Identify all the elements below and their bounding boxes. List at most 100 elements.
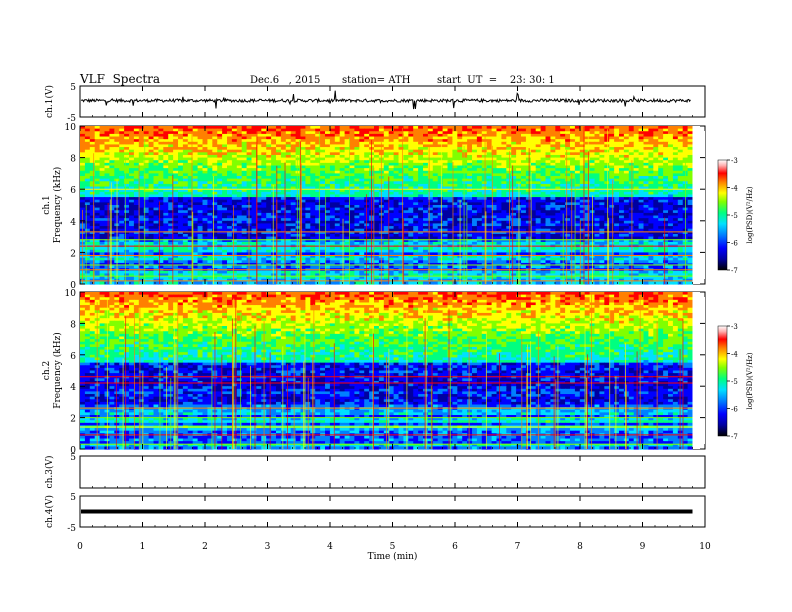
spectrogram-cell xyxy=(261,133,267,138)
spectrogram-cell xyxy=(506,152,512,156)
spectrogram-cell xyxy=(668,126,674,130)
spectrogram-cell xyxy=(178,186,184,190)
spectrogram-cell xyxy=(687,165,694,169)
spectrogram-cell xyxy=(285,147,292,151)
spectrogram-cell xyxy=(251,152,257,156)
spectrogram-cell xyxy=(555,128,561,132)
spectrogram-cell xyxy=(378,126,385,130)
spectrogram-cell xyxy=(432,170,439,174)
spectrogram-cell xyxy=(344,178,351,182)
spectrogram-cell xyxy=(506,131,512,135)
spectrogram-cell xyxy=(383,133,390,138)
spectrogram-cell xyxy=(114,133,120,138)
spectrogram-cell xyxy=(614,165,620,169)
spectrogram-cell xyxy=(84,154,91,159)
spectrogram-cell xyxy=(378,131,385,135)
spectrogram-cell xyxy=(329,165,336,169)
spectrogram-cell xyxy=(168,136,174,140)
spectrogram-cell xyxy=(584,170,591,174)
spectrogram-cell xyxy=(643,176,649,180)
spectrogram-cell xyxy=(280,165,287,169)
spectrogram-cell xyxy=(530,160,537,164)
spectrogram-cell xyxy=(271,152,277,156)
spectrogram-cell xyxy=(246,126,253,130)
spectrogram-cell xyxy=(241,157,248,161)
spectrogram-cell xyxy=(423,144,429,148)
spectrogram-cell xyxy=(506,126,512,130)
spectrogram-cell xyxy=(472,186,478,190)
spectrogram-cell xyxy=(677,157,684,161)
spectrogram-cell xyxy=(677,126,684,130)
spectrogram-cell xyxy=(408,139,414,143)
spectrogram-cell xyxy=(521,152,527,156)
spectrogram-cell xyxy=(677,170,684,174)
spectrogram-cell xyxy=(300,147,306,151)
spectrogram-cell xyxy=(119,154,125,159)
spectrogram-cell xyxy=(486,131,493,135)
spectrogram-cell xyxy=(437,128,444,132)
spectrogram-cell xyxy=(467,186,473,190)
spectrogram-cell xyxy=(604,131,610,135)
spectrogram-cell xyxy=(432,157,439,161)
spectrogram-cell xyxy=(496,173,502,177)
spectrogram-cell xyxy=(143,133,150,138)
spectrogram-cell xyxy=(579,144,586,148)
spectrogram-cell xyxy=(540,176,547,180)
spectrogram-cell xyxy=(251,178,257,182)
spectrogram-cell xyxy=(364,162,370,167)
spectrogram-cell xyxy=(653,168,659,172)
spectrogram-cell xyxy=(158,147,164,151)
spectrogram-cell xyxy=(202,170,208,174)
spectrogram-cell xyxy=(212,152,218,156)
spectrogram-cell xyxy=(295,186,302,190)
spectrogram-cell xyxy=(359,170,365,174)
spectrogram-cell xyxy=(276,139,282,143)
spectrogram-cell xyxy=(437,189,444,193)
spectrogram-cell xyxy=(633,128,640,132)
spectrogram-cell xyxy=(383,176,390,180)
spectrogram-cell xyxy=(124,144,130,148)
spectrogram-cell xyxy=(525,160,532,164)
spectrogram-cell xyxy=(271,136,277,140)
spectrogram-cell xyxy=(393,144,400,148)
spectrogram-cell xyxy=(432,178,439,182)
spectrogram-cell xyxy=(565,165,571,169)
spectrogram-cell xyxy=(501,178,507,182)
spectrogram-cell xyxy=(99,154,106,159)
spectrogram-cell xyxy=(369,133,375,138)
spectrogram-cell xyxy=(320,186,326,190)
spectrogram-cell xyxy=(476,133,483,138)
spectrogram-cell xyxy=(594,162,600,167)
spectrogram-cell xyxy=(305,157,311,161)
spectrogram-cell xyxy=(614,170,620,174)
spectrogram-cell xyxy=(403,154,409,159)
spectrogram-cell xyxy=(334,168,341,172)
spectrogram-cell xyxy=(236,178,243,182)
spectrogram-cell xyxy=(648,186,654,190)
spectrogram-cell xyxy=(579,136,586,140)
spectrogram-cell xyxy=(653,147,659,151)
spectrogram-cell xyxy=(506,149,512,153)
spectrogram-cell xyxy=(408,186,414,190)
spectrogram-cell xyxy=(129,170,135,174)
spectrogram-cell xyxy=(525,144,532,148)
spectrogram-cell xyxy=(638,162,645,167)
spectrogram-cell xyxy=(315,141,321,146)
spectrogram-cell xyxy=(393,186,400,190)
spectrogram-cell xyxy=(173,152,179,156)
spectrogram-cell xyxy=(418,170,424,174)
spectrogram-cell xyxy=(104,149,110,153)
spectrogram-cell xyxy=(148,133,155,138)
spectrogram-cell xyxy=(80,178,86,182)
spectrogram-cell xyxy=(476,141,483,146)
spectrogram-cell xyxy=(427,189,434,193)
spectrogram-cell xyxy=(623,133,630,138)
spectrogram-cell xyxy=(305,128,311,132)
spectrogram-cell xyxy=(276,152,282,156)
spectrogram-cell xyxy=(94,170,101,174)
spectrogram-cell xyxy=(266,162,272,167)
spectrogram-cell xyxy=(138,126,145,130)
spectrogram-cell xyxy=(300,152,306,156)
spectrogram-cell xyxy=(320,139,326,143)
spectrogram-cell xyxy=(217,160,223,164)
